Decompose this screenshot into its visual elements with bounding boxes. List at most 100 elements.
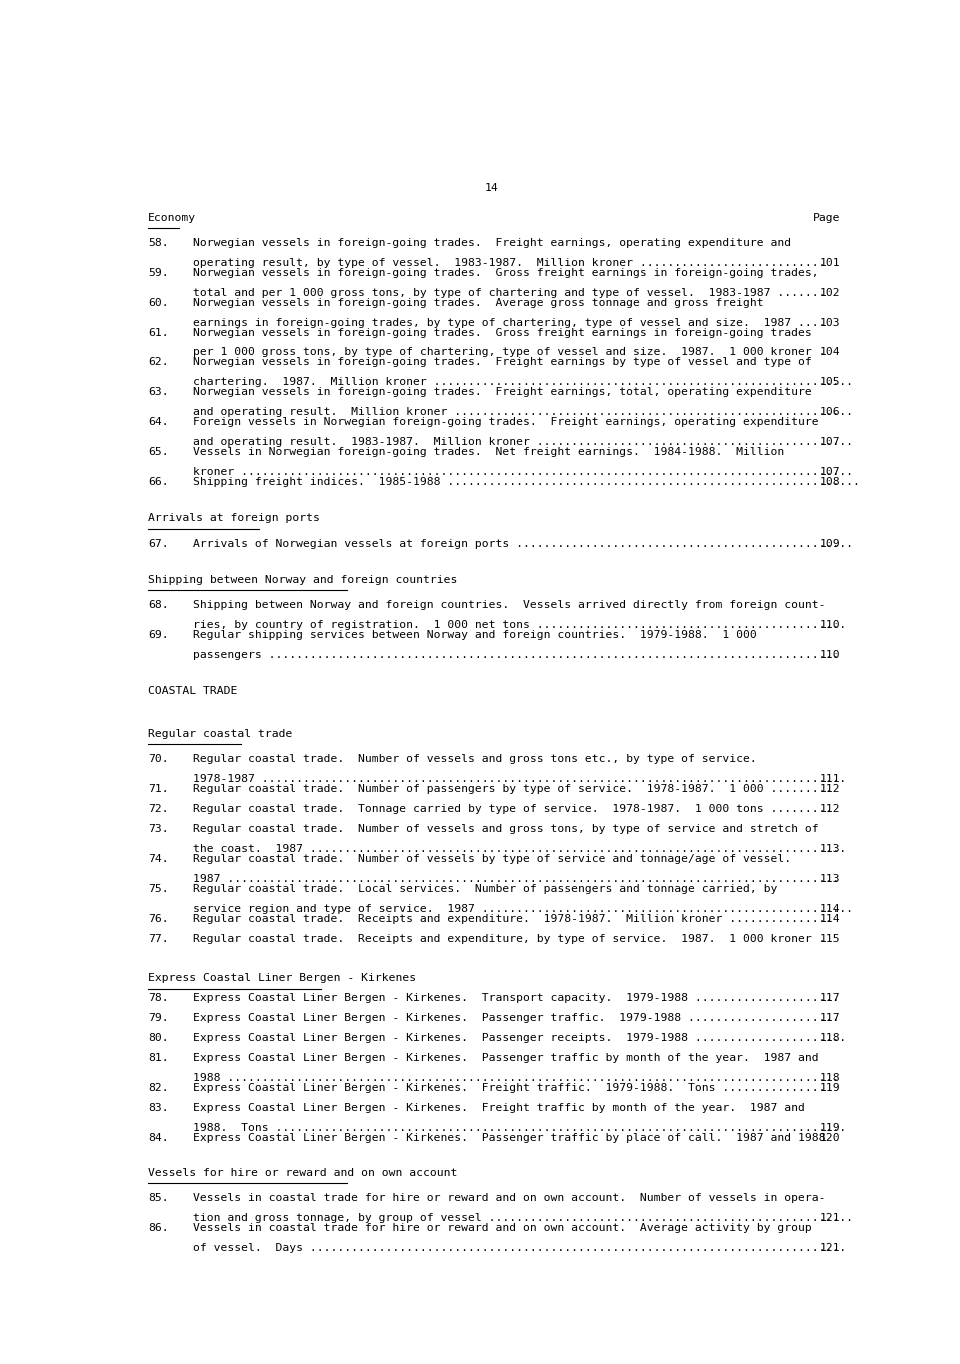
Text: 118: 118 <box>820 1073 840 1083</box>
Text: 107: 107 <box>820 438 840 447</box>
Text: 78.: 78. <box>148 993 169 1004</box>
Text: operating result, by type of vessel.  1983-1987.  Million kroner ...............: operating result, by type of vessel. 198… <box>193 258 826 267</box>
Text: of vessel.  Days ...............................................................: of vessel. Days ........................… <box>193 1243 846 1254</box>
Text: Vessels in coastal trade for hire or reward and on own account.  Number of vesse: Vessels in coastal trade for hire or rew… <box>193 1194 826 1203</box>
Text: 74.: 74. <box>148 854 169 863</box>
Text: 117: 117 <box>820 1013 840 1023</box>
Text: 110: 110 <box>820 651 840 660</box>
Text: 121: 121 <box>820 1213 840 1224</box>
Text: Regular coastal trade.  Number of vessels and gross tons etc., by type of servic: Regular coastal trade. Number of vessels… <box>193 754 756 764</box>
Text: tion and gross tonnage, by group of vessel .....................................: tion and gross tonnage, by group of vess… <box>193 1213 852 1224</box>
Text: 117: 117 <box>820 993 840 1004</box>
Text: Norwegian vessels in foreign-going trades.  Average gross tonnage and gross frei: Norwegian vessels in foreign-going trade… <box>193 297 763 308</box>
Text: 107: 107 <box>820 468 840 477</box>
Text: 81.: 81. <box>148 1053 169 1064</box>
Text: Vessels for hire or reward and on own account: Vessels for hire or reward and on own ac… <box>148 1168 458 1177</box>
Text: 112: 112 <box>820 784 840 794</box>
Text: 1988.  Tons ....................................................................: 1988. Tons .............................… <box>193 1123 846 1133</box>
Text: Norwegian vessels in foreign-going trades.  Freight earnings, operating expendit: Norwegian vessels in foreign-going trade… <box>193 237 791 248</box>
Text: 113: 113 <box>820 844 840 854</box>
Text: chartering.  1987.  Million kroner .............................................: chartering. 1987. Million kroner .......… <box>193 378 852 387</box>
Text: 80.: 80. <box>148 1034 169 1043</box>
Text: 71.: 71. <box>148 784 169 794</box>
Text: 83.: 83. <box>148 1103 169 1113</box>
Text: 82.: 82. <box>148 1083 169 1093</box>
Text: earnings in foreign-going trades, by type of chartering, type of vessel and size: earnings in foreign-going trades, by typ… <box>193 318 826 327</box>
Text: 1978-1987 ......................................................................: 1978-1987 ..............................… <box>193 773 846 784</box>
Text: and operating result.  1983-1987.  Million kroner ..............................: and operating result. 1983-1987. Million… <box>193 438 852 447</box>
Text: ries, by country of registration.  1 000 net tons ..............................: ries, by country of registration. 1 000 … <box>193 621 846 630</box>
Text: Regular coastal trade.  Number of passengers by type of service.  1978-1987.  1 : Regular coastal trade. Number of passeng… <box>193 784 832 794</box>
Text: Express Coastal Liner Bergen - Kirkenes.  Passenger receipts.  1979-1988 .......: Express Coastal Liner Bergen - Kirkenes.… <box>193 1034 846 1043</box>
Text: 63.: 63. <box>148 387 169 397</box>
Text: and operating result.  Million kroner ..........................................: and operating result. Million kroner ...… <box>193 408 852 417</box>
Text: 61.: 61. <box>148 327 169 337</box>
Text: 119: 119 <box>820 1083 840 1093</box>
Text: 108: 108 <box>820 477 840 487</box>
Text: Express Coastal Liner Bergen - Kirkenes.  Passenger traffic.  1979-1988 ........: Express Coastal Liner Bergen - Kirkenes.… <box>193 1013 839 1023</box>
Text: 60.: 60. <box>148 297 169 308</box>
Text: 70.: 70. <box>148 754 169 764</box>
Text: Norwegian vessels in foreign-going trades.  Gross freight earnings in foreign-go: Norwegian vessels in foreign-going trade… <box>193 267 819 278</box>
Text: 105: 105 <box>820 378 840 387</box>
Text: 120: 120 <box>820 1133 840 1143</box>
Text: service region and type of service.  1987 ......................................: service region and type of service. 1987… <box>193 903 852 914</box>
Text: Vessels in coastal trade for hire or reward and on own account.  Average activit: Vessels in coastal trade for hire or rew… <box>193 1224 811 1233</box>
Text: Norwegian vessels in foreign-going trades.  Freight earnings by type of vessel a: Norwegian vessels in foreign-going trade… <box>193 357 811 367</box>
Text: Express Coastal Liner Bergen - Kirkenes.  Transport capacity.  1979-1988 .......: Express Coastal Liner Bergen - Kirkenes.… <box>193 993 839 1004</box>
Text: 72.: 72. <box>148 803 169 814</box>
Text: 119: 119 <box>820 1123 840 1133</box>
Text: 112: 112 <box>820 803 840 814</box>
Text: 104: 104 <box>820 348 840 357</box>
Text: Shipping between Norway and foreign countries: Shipping between Norway and foreign coun… <box>148 574 458 585</box>
Text: Regular coastal trade: Regular coastal trade <box>148 728 293 739</box>
Text: 1987 ...........................................................................: 1987 ...................................… <box>193 874 839 884</box>
Text: Express Coastal Liner Bergen - Kirkenes.  Passenger traffic by month of the year: Express Coastal Liner Bergen - Kirkenes.… <box>193 1053 819 1064</box>
Text: 14: 14 <box>485 183 499 192</box>
Text: 59.: 59. <box>148 267 169 278</box>
Text: Express Coastal Liner Bergen - Kirkenes.  Freight traffic.  1979-1988.  Tons ...: Express Coastal Liner Bergen - Kirkenes.… <box>193 1083 826 1093</box>
Text: 84.: 84. <box>148 1133 169 1143</box>
Text: Regular shipping services between Norway and foreign countries.  1979-1988.  1 0: Regular shipping services between Norway… <box>193 630 756 640</box>
Text: 102: 102 <box>820 288 840 297</box>
Text: the coast.  1987 ...............................................................: the coast. 1987 ........................… <box>193 844 846 854</box>
Text: Norwegian vessels in foreign-going trades.  Freight earnings, total, operating e: Norwegian vessels in foreign-going trade… <box>193 387 811 397</box>
Text: total and per 1 000 gross tons, by type of chartering and type of vessel.  1983-: total and per 1 000 gross tons, by type … <box>193 288 826 297</box>
Text: Regular coastal trade.  Receipts and expenditure, by type of service.  1987.  1 : Regular coastal trade. Receipts and expe… <box>193 933 826 944</box>
Text: 67.: 67. <box>148 539 169 548</box>
Text: 64.: 64. <box>148 417 169 427</box>
Text: 85.: 85. <box>148 1194 169 1203</box>
Text: 58.: 58. <box>148 237 169 248</box>
Text: Regular coastal trade.  Local services.  Number of passengers and tonnage carrie: Regular coastal trade. Local services. N… <box>193 884 778 893</box>
Text: Regular coastal trade.  Number of vessels and gross tons, by type of service and: Regular coastal trade. Number of vessels… <box>193 824 819 833</box>
Text: 114: 114 <box>820 903 840 914</box>
Text: per 1 000 gross tons, by type of chartering, type of vessel and size.  1987.  1 : per 1 000 gross tons, by type of charter… <box>193 348 826 357</box>
Text: 111: 111 <box>820 773 840 784</box>
Text: 109: 109 <box>820 539 840 548</box>
Text: Arrivals at foreign ports: Arrivals at foreign ports <box>148 513 320 524</box>
Text: 65.: 65. <box>148 447 169 457</box>
Text: 79.: 79. <box>148 1013 169 1023</box>
Text: 114: 114 <box>820 914 840 923</box>
Text: Express Coastal Liner Bergen - Kirkenes: Express Coastal Liner Bergen - Kirkenes <box>148 974 417 983</box>
Text: 121: 121 <box>820 1243 840 1254</box>
Text: Economy: Economy <box>148 213 197 222</box>
Text: 115: 115 <box>820 933 840 944</box>
Text: Regular coastal trade.  Receipts and expenditure.  1978-1987.  Million kroner ..: Regular coastal trade. Receipts and expe… <box>193 914 832 923</box>
Text: 103: 103 <box>820 318 840 327</box>
Text: 75.: 75. <box>148 884 169 893</box>
Text: 77.: 77. <box>148 933 169 944</box>
Text: 73.: 73. <box>148 824 169 833</box>
Text: kroner .........................................................................: kroner .................................… <box>193 468 852 477</box>
Text: Page: Page <box>813 213 840 222</box>
Text: Arrivals of Norwegian vessels at foreign ports .................................: Arrivals of Norwegian vessels at foreign… <box>193 539 852 548</box>
Text: 106: 106 <box>820 408 840 417</box>
Text: 69.: 69. <box>148 630 169 640</box>
Text: Regular coastal trade.  Tonnage carried by type of service.  1978-1987.  1 000 t: Regular coastal trade. Tonnage carried b… <box>193 803 832 814</box>
Text: COASTAL TRADE: COASTAL TRADE <box>148 686 238 696</box>
Text: Shipping freight indices.  1985-1988 ...........................................: Shipping freight indices. 1985-1988 ....… <box>193 477 860 487</box>
Text: 66.: 66. <box>148 477 169 487</box>
Text: 101: 101 <box>820 258 840 267</box>
Text: 68.: 68. <box>148 600 169 610</box>
Text: Shipping between Norway and foreign countries.  Vessels arrived directly from fo: Shipping between Norway and foreign coun… <box>193 600 826 610</box>
